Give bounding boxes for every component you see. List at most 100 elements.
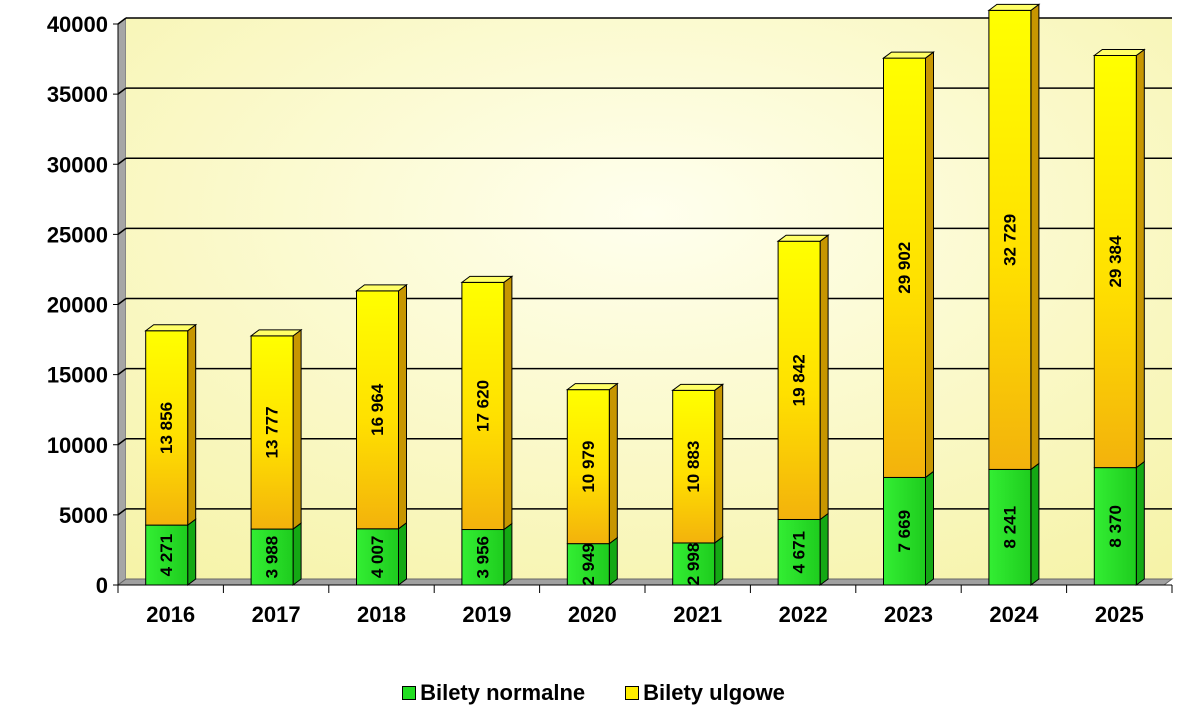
bar-ulgowe	[145, 330, 189, 526]
y-tick-label: 25000	[47, 222, 108, 247]
data-label-ulgowe: 16 964	[368, 383, 387, 436]
bar-group-2018: 4 007 16 964	[355, 283, 408, 586]
bar-group-2024: 8 241 32 729	[987, 3, 1041, 586]
bar-top	[776, 234, 830, 242]
x-tick-label: 2016	[146, 602, 195, 627]
x-tick-label: 2020	[568, 602, 617, 627]
bar-top	[882, 51, 935, 59]
x-tick-label: 2018	[357, 602, 406, 627]
gridline-slant	[117, 297, 127, 306]
x-tick-label: 2022	[779, 602, 828, 627]
bar-normalne-side	[1135, 460, 1145, 586]
data-label-ulgowe: 29 902	[895, 242, 914, 294]
bar-ulgowe	[461, 281, 505, 531]
data-label-normalne: 2 949	[579, 543, 598, 586]
bar-group-2016: 4 271 13 856	[144, 323, 198, 586]
bar-top	[144, 324, 198, 332]
y-tick-label: 30000	[47, 152, 108, 177]
x-tick-label: 2019	[462, 602, 511, 627]
y-tick-label: 5000	[59, 503, 108, 528]
y-axis: 0 5000 10000 15000 20000 25000 30000 35000 40000	[47, 12, 119, 598]
x-tick-label: 2023	[884, 602, 933, 627]
bar-normalne	[356, 528, 399, 586]
y-tick-label: 10000	[47, 433, 108, 458]
data-label-normalne: 8 370	[1106, 505, 1125, 548]
legend-item-normalne: Bilety normalne	[402, 680, 585, 706]
bar-normalne-side	[1030, 462, 1040, 586]
bar-ulgowe-side	[503, 275, 513, 531]
data-label-ulgowe: 29 384	[1106, 235, 1125, 288]
bar-ulgowe	[356, 290, 399, 530]
x-axis: 2016 2017 2018 2019 2020 2021 2022 2023 2024 2025	[117, 584, 1173, 627]
bar-normalne-side	[292, 522, 302, 586]
gridline-slant	[117, 438, 127, 446]
gridline-slant	[117, 508, 127, 516]
bar-normalne-side	[398, 521, 407, 586]
data-label-normalne: 7 669	[895, 510, 914, 553]
data-label-ulgowe: 10 883	[684, 441, 703, 493]
bar-normalne-side	[608, 536, 618, 586]
data-label-normalne: 4 007	[368, 536, 387, 579]
data-label-normalne: 3 956	[473, 536, 492, 579]
bars: 4 271 13 856 3 988 13 777 4 007 16 964 3 956 17…	[144, 3, 1146, 586]
bar-ulgowe-side	[925, 51, 934, 479]
gridline-slant	[117, 227, 127, 235]
bar-ulgowe-side	[187, 323, 197, 527]
x-tick-label: 2025	[1095, 602, 1144, 627]
data-label-ulgowe: 10 979	[579, 441, 598, 493]
bar-top	[355, 284, 408, 292]
data-label-normalne: 4 271	[157, 534, 176, 577]
legend: Bilety normalne Bilety ulgowe	[0, 680, 1187, 706]
bar-top	[460, 275, 514, 283]
bar-normalne-side	[187, 518, 197, 586]
bar-ulgowe	[883, 57, 926, 478]
legend-label-ulgowe: Bilety ulgowe	[643, 680, 785, 705]
y-tick-label: 40000	[47, 12, 108, 37]
data-label-ulgowe: 13 856	[157, 402, 176, 454]
bar-group-2021: 2 998 10 883	[671, 383, 725, 586]
bar-group-2025: 8 370 29 384	[1092, 48, 1146, 586]
legend-swatch-normalne	[402, 686, 417, 700]
bar-group-2017: 3 988 13 777	[249, 328, 303, 586]
x-tick-label: 2021	[673, 602, 722, 627]
data-label-normalne: 4 671	[790, 531, 809, 574]
bar-normalne	[883, 476, 926, 586]
bar-normalne-side	[714, 535, 724, 586]
bar-ulgowe	[566, 389, 610, 545]
y-tick-label: 0	[96, 573, 108, 598]
data-label-ulgowe: 32 729	[1000, 214, 1019, 266]
bar-group-2020: 2 949 10 979	[565, 382, 619, 586]
legend-item-ulgowe: Bilety ulgowe	[625, 680, 785, 706]
x-tick-label: 2024	[989, 602, 1039, 627]
data-label-ulgowe: 17 620	[473, 380, 492, 432]
bar-ulgowe-side	[819, 234, 829, 521]
bar-ulgowe-side	[1030, 3, 1040, 471]
bar-normalne-side	[503, 522, 513, 586]
bar-normalne-side	[819, 512, 829, 586]
bar-top	[987, 3, 1041, 11]
data-label-normalne: 2 998	[684, 543, 703, 586]
bar-normalne	[461, 529, 505, 586]
bar-normalne	[1093, 467, 1137, 586]
legend-swatch-ulgowe	[625, 686, 640, 700]
gridline-slant	[117, 87, 127, 95]
bar-group-2019: 3 956 17 620	[460, 275, 514, 586]
x-tick-label: 2017	[252, 602, 301, 627]
gridline-slant	[117, 157, 127, 165]
bar-normalne	[250, 528, 294, 586]
data-label-ulgowe: 19 842	[790, 354, 809, 406]
bar-ulgowe	[250, 335, 294, 530]
bar-ulgowe	[777, 240, 821, 520]
bar-group-2022: 4 671 19 842	[776, 234, 830, 586]
bar-normalne	[566, 543, 610, 586]
bar-ulgowe-side	[398, 283, 407, 530]
legend-label-normalne: Bilety normalne	[420, 680, 586, 705]
data-label-ulgowe: 13 777	[263, 406, 282, 458]
y-tick-label: 35000	[47, 82, 108, 107]
bar-normalne	[988, 468, 1032, 586]
bar-top	[249, 329, 303, 337]
bar-top	[671, 383, 725, 391]
bar-top	[565, 383, 619, 391]
y-tick-label: 15000	[47, 363, 108, 388]
